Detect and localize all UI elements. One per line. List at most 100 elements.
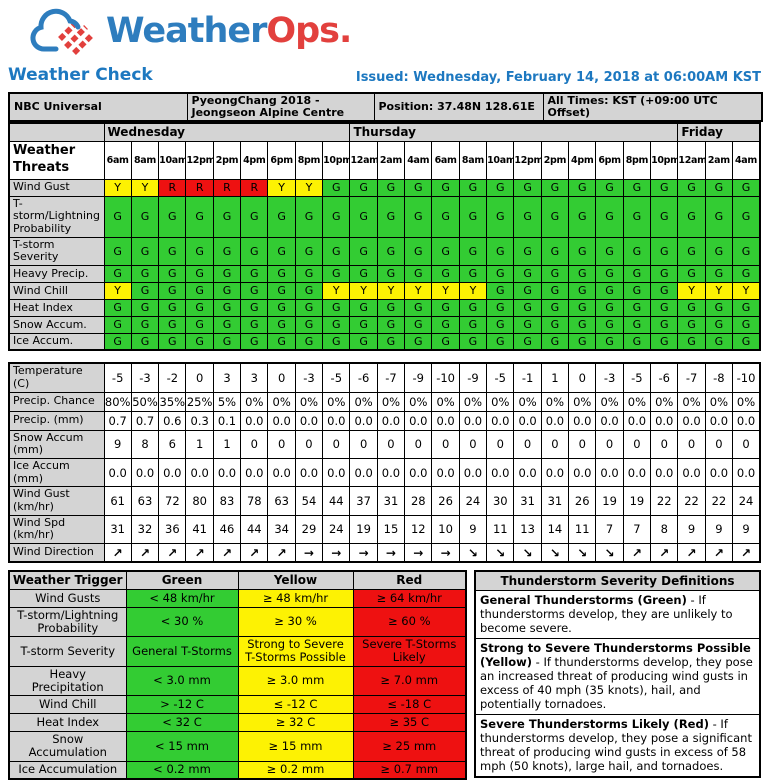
threat-cell: G: [650, 315, 679, 334]
metric-label: Precip. (mm): [8, 410, 105, 431]
threat-cell: G: [103, 264, 132, 283]
metric-cell: 0.0: [568, 410, 597, 431]
metric-cell: 25%: [185, 391, 214, 412]
threat-cell: G: [103, 298, 132, 317]
metric-cell: 31: [513, 486, 542, 516]
metric-cell: 0%: [677, 391, 706, 412]
legend-label: Wind Gusts: [8, 588, 127, 608]
metric-cell: 0.0: [240, 410, 269, 431]
legend-cell-green: < 30 %: [125, 606, 239, 638]
legend-cell-green: < 0.2 mm: [125, 760, 239, 780]
threat-cell: G: [376, 236, 406, 266]
threat-cell: G: [650, 298, 679, 317]
legend-cell-yellow: Strong to Severe T-Storms Possible: [237, 636, 354, 667]
metric-cell: 0%: [294, 391, 324, 412]
legend-header-cell: Weather Trigger: [8, 570, 127, 590]
threat-label: Heavy Precip.: [8, 264, 105, 283]
threat-cell: G: [704, 315, 734, 334]
metric-cell: -7: [677, 362, 706, 393]
metric-cell: 0: [294, 429, 324, 459]
times-note-cell: All Times: KST (+09:00 UTC Offset): [542, 92, 763, 122]
metric-cell: 0: [322, 429, 351, 459]
metric-cell: 36: [158, 514, 187, 544]
metric-cell: -7: [376, 362, 406, 393]
threat-cell: G: [540, 178, 570, 197]
metric-cell: 32: [130, 514, 160, 544]
threat-cell: G: [704, 178, 734, 197]
threat-cell: G: [595, 281, 624, 300]
threat-cell: G: [185, 332, 214, 351]
time-header-cell: 2pm: [212, 140, 242, 180]
metric-cell: 44: [240, 514, 269, 544]
metric-cell: 0.0: [677, 410, 706, 431]
metric-cell: -5: [622, 362, 652, 393]
metric-cell: 9: [677, 514, 706, 544]
metric-cell: 11: [486, 514, 515, 544]
threat-cell: G: [732, 236, 761, 266]
threat-cell: G: [349, 298, 378, 317]
time-header-cell: 4pm: [240, 140, 269, 180]
metric-cell: 7: [622, 514, 652, 544]
org-cell: NBC Universal: [8, 92, 188, 122]
threat-cell: G: [458, 178, 488, 197]
threat-cell: G: [130, 264, 160, 283]
page-title: Weather Check: [8, 65, 153, 85]
time-header-row: Weather Threats 6am 8am 10am 12pm 2pm 4pm 6pm 8p…: [8, 140, 761, 180]
metric-cell: 0.0: [458, 457, 488, 488]
threat-cell: G: [568, 332, 597, 351]
metric-cell: 80%: [103, 391, 132, 412]
metric-cell: 0: [595, 429, 624, 459]
metric-cell: 0.1: [212, 410, 242, 431]
metric-cell: 0: [267, 429, 296, 459]
metric-cell: -6: [349, 362, 378, 393]
legend-cell-green: < 3.0 mm: [125, 665, 239, 697]
threat-cell: G: [158, 236, 187, 266]
time-header-cell: 12am: [349, 140, 378, 180]
threat-cell: G: [404, 178, 433, 197]
legend-label: Heavy Precipitation: [8, 665, 127, 697]
threat-cell: G: [540, 332, 570, 351]
threat-cell: G: [650, 332, 679, 351]
threat-cell: G: [486, 281, 515, 300]
metric-cell: 24: [458, 486, 488, 516]
threat-cell: G: [622, 264, 652, 283]
metric-cell: 22: [650, 486, 679, 516]
time-header-cell: 8pm: [622, 140, 652, 180]
metric-cell: 0.0: [431, 457, 460, 488]
threat-cell: G: [622, 332, 652, 351]
legend-cell-yellow: ≥ 3.0 mm: [237, 665, 354, 697]
brand-ops-text: Ops.: [266, 11, 352, 51]
threat-cell: Y: [103, 178, 132, 197]
metric-cell: 0.0: [486, 457, 515, 488]
metric-cell: 3: [240, 362, 269, 393]
position-cell: Position: 37.48N 128.61E: [373, 92, 544, 122]
metric-cell: 0.6: [158, 410, 187, 431]
definition-item: Strong to Severe Thunderstorms Possible …: [476, 639, 759, 716]
legend-header-cell: Yellow: [237, 570, 354, 590]
threat-cell: G: [322, 298, 351, 317]
metric-cell: 0.0: [513, 410, 542, 431]
threat-cell: G: [130, 315, 160, 334]
time-header-cell: 12am: [677, 140, 706, 180]
threat-cell: G: [513, 315, 542, 334]
threat-cell: G: [103, 195, 132, 238]
threat-cell: Y: [376, 281, 406, 300]
metric-cell: 0.0: [294, 410, 324, 431]
metric-cell: 63: [130, 486, 160, 516]
metric-cell: 0: [458, 429, 488, 459]
metric-cell: 0.0: [404, 410, 433, 431]
metric-cell: 0%: [568, 391, 597, 412]
metric-cell: 0%: [267, 391, 296, 412]
metric-label: Snow Accum (mm): [8, 429, 105, 459]
threat-cell: G: [185, 264, 214, 283]
legend-cell-yellow: ≥ 0.2 mm: [237, 760, 354, 780]
metric-cell: 0%: [349, 391, 378, 412]
threat-cell: G: [294, 236, 324, 266]
threat-cell: Y: [677, 281, 706, 300]
metric-cell: 30: [486, 486, 515, 516]
metric-cell: 0.0: [130, 457, 160, 488]
threat-cell: G: [431, 236, 460, 266]
threat-cell: G: [513, 264, 542, 283]
threat-cell: G: [322, 236, 351, 266]
legend-cell-red: ≥ 0.7 mm: [352, 760, 467, 780]
